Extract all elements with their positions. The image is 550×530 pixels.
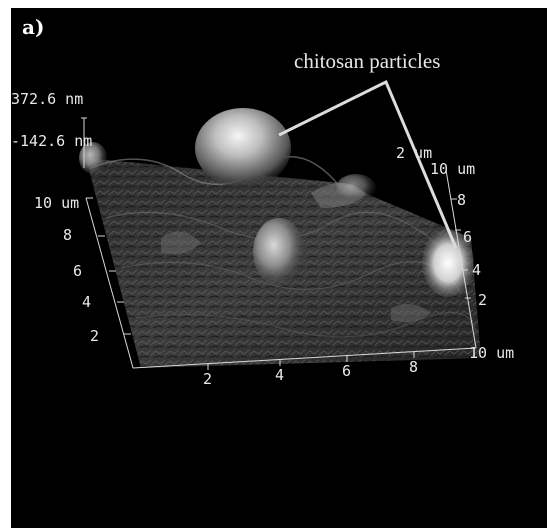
bottom-tick-6: 6 (342, 362, 351, 380)
bottom-tick-8: 8 (409, 358, 418, 376)
particle-peak (195, 108, 291, 188)
annotation-label: chitosan particles (294, 49, 440, 73)
annotation-pointer (278, 79, 458, 249)
z-min-label: -142.6 nm (11, 132, 92, 150)
bottom-tick-2: 2 (203, 370, 212, 388)
left-tick-4: 4 (82, 293, 91, 311)
particle-peak (79, 142, 107, 174)
panel-label: a) (22, 15, 44, 39)
right-tick-10: 10 um (430, 160, 475, 178)
left-tick-2: 2 (90, 327, 99, 345)
particle-peak (422, 229, 474, 297)
z-overlap-label: 2 um (396, 144, 432, 162)
axis-lines (81, 117, 477, 370)
afm-surface-render: a) chitosan particles 372.6 nm -142.6 nm… (11, 15, 514, 388)
particle-peak (253, 218, 305, 286)
right-tick-8: 8 (457, 191, 466, 209)
left-tick-10: 10 um (34, 194, 79, 212)
bottom-tick-10: 10 um (469, 344, 514, 362)
right-tick-6: 6 (463, 228, 472, 246)
particle-peak (336, 174, 376, 202)
bottom-tick-4: 4 (275, 366, 284, 384)
afm-3d-image: a) chitosan particles 372.6 nm -142.6 nm… (11, 8, 547, 528)
chitosan-particles (79, 108, 474, 297)
left-tick-8: 8 (63, 226, 72, 244)
left-tick-6: 6 (73, 262, 82, 280)
z-max-label: 372.6 nm (11, 90, 83, 108)
right-tick-2: 2 (478, 291, 487, 309)
right-tick-4: 4 (472, 261, 481, 279)
